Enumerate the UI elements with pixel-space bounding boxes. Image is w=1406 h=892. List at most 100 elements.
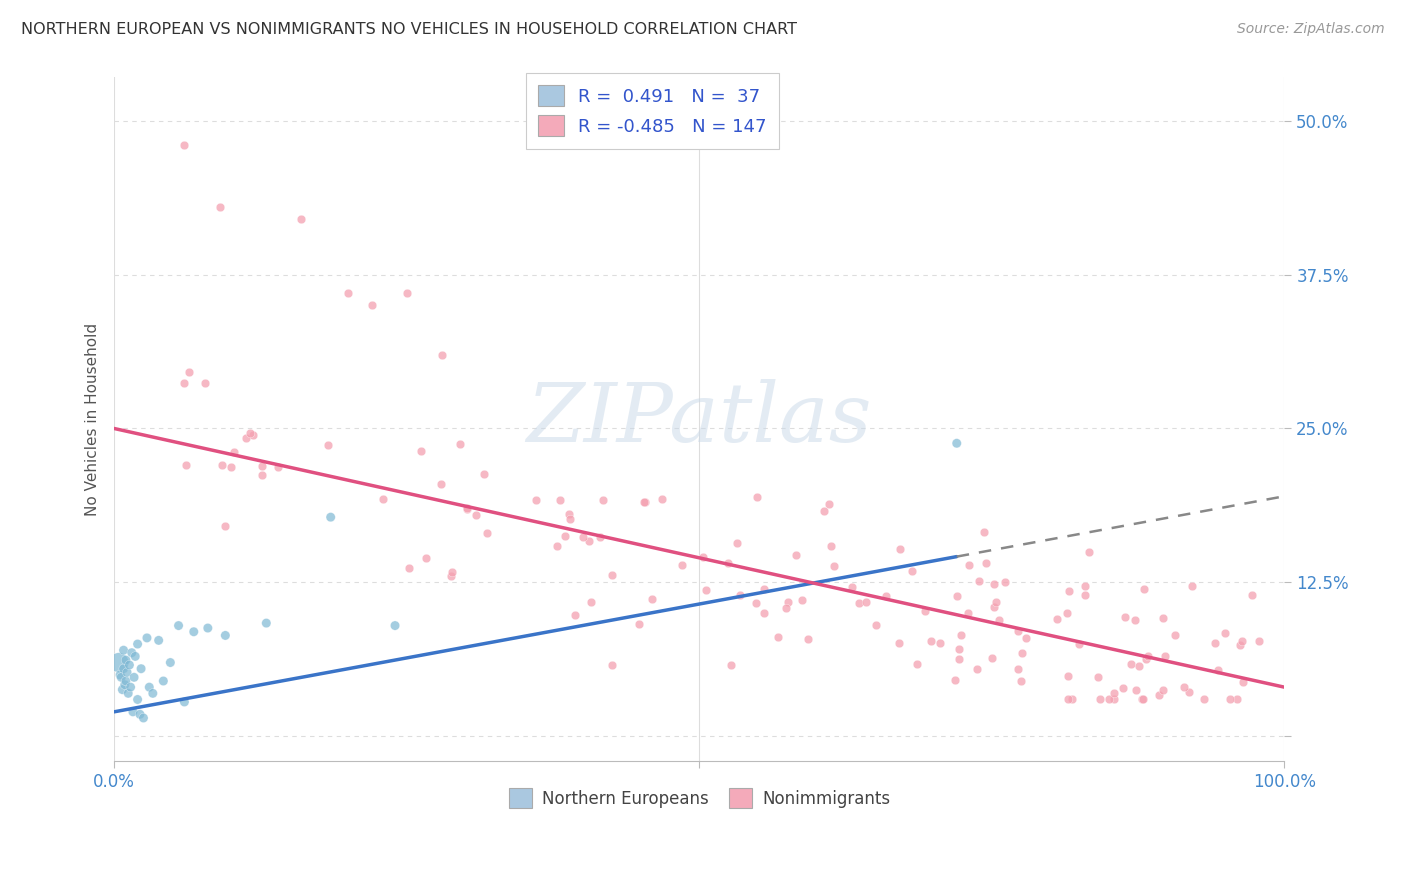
Point [129, 662, 152, 676]
Point [1213, 625, 1236, 640]
Point [651, 492, 673, 507]
Point [1123, 613, 1146, 627]
Point [725, 536, 748, 550]
Point [1060, 692, 1083, 706]
Point [948, 652, 970, 666]
Point [634, 495, 657, 509]
Point [747, 490, 769, 504]
Point [848, 596, 870, 610]
Point [1067, 637, 1090, 651]
Point [929, 636, 952, 650]
Point [456, 500, 478, 515]
Point [121, 646, 143, 660]
Point [1077, 545, 1099, 559]
Point [1114, 609, 1136, 624]
Point [176, 458, 198, 472]
Point [235, 432, 257, 446]
Point [1112, 681, 1135, 696]
Point [1010, 673, 1032, 688]
Point [267, 459, 290, 474]
Point [554, 529, 576, 543]
Point [914, 604, 936, 618]
Point [371, 491, 394, 506]
Point [966, 662, 988, 676]
Point [1056, 607, 1078, 621]
Point [1204, 636, 1226, 650]
Point [627, 617, 650, 632]
Point [671, 558, 693, 572]
Point [173, 695, 195, 709]
Text: Source: ZipAtlas.com: Source: ZipAtlas.com [1237, 22, 1385, 37]
Point [592, 493, 614, 508]
Point [152, 673, 174, 688]
Point [208, 200, 231, 214]
Point [1163, 628, 1185, 642]
Point [138, 680, 160, 694]
Point [967, 574, 990, 589]
Point [841, 581, 863, 595]
Point [905, 657, 928, 671]
Point [600, 567, 623, 582]
Point [1097, 692, 1119, 706]
Point [1128, 659, 1150, 673]
Point [901, 564, 924, 578]
Point [1241, 588, 1264, 602]
Point [117, 686, 139, 700]
Point [211, 458, 233, 472]
Point [778, 595, 800, 609]
Point [1178, 685, 1201, 699]
Point [1232, 674, 1254, 689]
Point [920, 633, 942, 648]
Point [600, 658, 623, 673]
Point [775, 601, 797, 615]
Point [250, 458, 273, 473]
Point [239, 425, 262, 440]
Point [1153, 648, 1175, 663]
Point [1192, 692, 1215, 706]
Point [449, 437, 471, 451]
Point [974, 556, 997, 570]
Point [720, 657, 742, 672]
Point [219, 459, 242, 474]
Point [214, 518, 236, 533]
Point [558, 508, 581, 522]
Point [290, 212, 312, 227]
Point [1130, 692, 1153, 706]
Point [430, 348, 453, 362]
Point [790, 592, 813, 607]
Point [820, 539, 842, 553]
Point [440, 565, 463, 579]
Point [1046, 612, 1069, 626]
Point [813, 503, 835, 517]
Point [633, 495, 655, 509]
Point [1090, 692, 1112, 706]
Point [1226, 692, 1249, 706]
Point [581, 595, 603, 609]
Point [360, 298, 382, 312]
Point [1059, 583, 1081, 598]
Point [319, 510, 342, 524]
Point [1011, 646, 1033, 660]
Point [456, 501, 478, 516]
Text: ZIPatlas: ZIPatlas [526, 379, 872, 459]
Point [430, 477, 453, 491]
Point [129, 707, 152, 722]
Point [112, 662, 135, 676]
Point [589, 530, 612, 544]
Point [167, 618, 190, 632]
Point [641, 591, 664, 606]
Point [122, 670, 145, 684]
Point [110, 670, 132, 684]
Point [717, 556, 740, 570]
Point [524, 492, 547, 507]
Point [950, 628, 973, 642]
Point [994, 574, 1017, 589]
Point [1135, 651, 1157, 665]
Point [578, 533, 600, 548]
Point [1125, 682, 1147, 697]
Point [785, 548, 807, 562]
Point [398, 561, 420, 575]
Point [1007, 662, 1029, 676]
Y-axis label: No Vehicles in Household: No Vehicles in Household [86, 323, 100, 516]
Point [120, 680, 142, 694]
